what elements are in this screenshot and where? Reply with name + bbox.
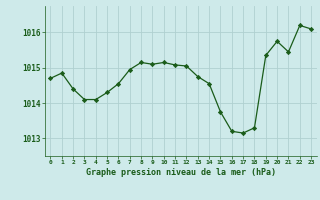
X-axis label: Graphe pression niveau de la mer (hPa): Graphe pression niveau de la mer (hPa) xyxy=(86,168,276,177)
